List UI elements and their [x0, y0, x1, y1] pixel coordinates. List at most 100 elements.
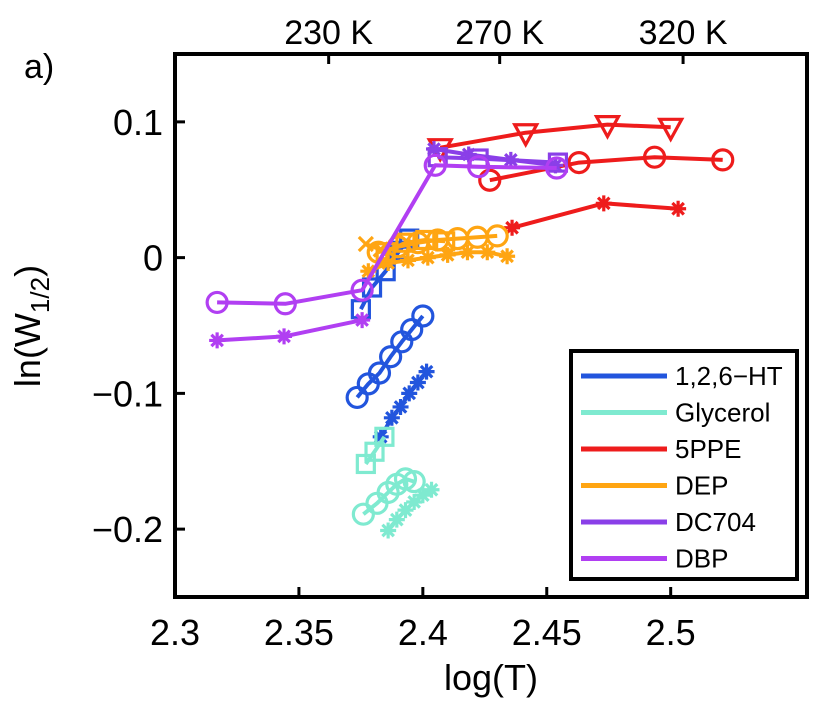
series-dep-x	[357, 235, 389, 258]
series-line	[355, 314, 425, 399]
data-point	[499, 248, 516, 265]
data-point	[435, 231, 456, 252]
data-point	[388, 511, 405, 528]
y-axis-label-subscript: 1/2	[25, 277, 55, 313]
y-tick-label: 0	[143, 238, 163, 279]
data-point	[392, 398, 409, 415]
data-point	[345, 385, 369, 410]
series-glycerol-circle	[351, 467, 426, 526]
data-point	[459, 244, 476, 261]
axes-layer: 2.3 2.35 2.4 2.45 2.5 0.1 0 −0.1 −0.2 230 K 270 K 3…	[92, 14, 728, 653]
legend-box	[569, 349, 799, 581]
series-line	[489, 155, 723, 183]
data-point	[593, 114, 622, 140]
data-point	[642, 145, 667, 169]
data-point	[423, 481, 440, 498]
data-point	[595, 195, 612, 212]
data-point	[670, 200, 687, 217]
top-axis-tick-label: 320 K	[639, 14, 728, 52]
x-tick-label: 2.45	[512, 612, 582, 653]
data-point	[351, 502, 375, 526]
data-point	[360, 263, 377, 280]
data-point	[411, 304, 435, 328]
data-point	[350, 278, 374, 302]
series-1-2-6-ht-asterisk	[372, 363, 435, 445]
data-point	[276, 328, 293, 345]
data-point	[354, 312, 371, 329]
data-point	[380, 255, 397, 272]
data-point	[380, 522, 397, 539]
data-point	[401, 385, 418, 402]
data-point	[545, 156, 569, 180]
data-point	[273, 292, 297, 316]
data-point	[379, 345, 403, 369]
data-point	[504, 219, 521, 236]
series-glycerol-asterisk	[380, 481, 440, 539]
data-point	[406, 493, 423, 510]
series-dbp-circle	[205, 153, 569, 316]
data-point	[439, 246, 456, 263]
x-axis-label: log(T)	[444, 657, 538, 698]
x-tick-label: 2.4	[398, 612, 448, 653]
legend-entry: DC704	[675, 507, 756, 537]
legend-entry: DBP	[675, 544, 728, 574]
data-point	[547, 157, 564, 174]
data-point	[415, 229, 436, 251]
y-tick-label: 0.1	[113, 102, 163, 143]
data-point	[397, 502, 414, 519]
legend-entry: DEP	[675, 471, 728, 501]
legend-entry: Glycerol	[675, 398, 770, 428]
data-point	[357, 235, 374, 253]
data-point	[374, 426, 395, 447]
series-line	[437, 155, 559, 165]
series-dep-square	[375, 229, 456, 263]
series-dbp-asterisk	[209, 312, 371, 349]
series-5ppe-triangle-down	[426, 114, 685, 163]
data-point	[423, 153, 447, 177]
series-dep-asterisk	[360, 244, 516, 280]
y-tick-label: −0.2	[92, 509, 163, 550]
series-layer	[205, 114, 735, 539]
y-axis-label-main: ln(W	[7, 313, 48, 387]
data-point	[418, 363, 435, 380]
series-glycerol-square	[355, 426, 395, 475]
data-point	[485, 224, 509, 248]
y-tick-label: −0.1	[92, 373, 163, 414]
data-point	[209, 332, 226, 349]
data-point	[402, 470, 426, 494]
plot-frame	[173, 52, 809, 599]
top-axis-tick-label: 270 K	[455, 14, 544, 52]
series-5ppe-circle	[478, 145, 735, 192]
data-point	[383, 409, 400, 426]
y-axis-label: ln(W1/2)	[7, 265, 55, 387]
panel-label: a)	[24, 48, 54, 86]
legend-entry: 5PPE	[675, 434, 742, 464]
series-line	[439, 122, 671, 150]
series-5ppe-asterisk	[504, 195, 687, 236]
series-1-2-6-ht-circle	[345, 304, 435, 410]
data-point	[711, 148, 735, 172]
data-point	[372, 428, 389, 445]
top-axis-tick-label: 230 K	[284, 14, 373, 52]
data-point	[414, 487, 431, 504]
legend: 1,2,6−HT Glycerol 5PPE DEP DC704 DBP	[569, 349, 799, 581]
data-point	[399, 252, 416, 269]
data-point	[419, 249, 436, 266]
x-tick-label: 2.35	[264, 612, 334, 653]
x-tick-label: 2.3	[150, 612, 200, 653]
series-line	[511, 201, 679, 230]
legend-entry: 1,2,6−HT	[675, 361, 783, 391]
data-point	[409, 374, 426, 391]
data-point	[205, 290, 229, 315]
data-point	[479, 244, 496, 261]
data-point	[511, 123, 540, 149]
data-point	[395, 232, 416, 253]
x-tick-label: 2.5	[646, 612, 696, 653]
data-point	[656, 117, 685, 143]
y-axis-label-close: )	[7, 265, 48, 277]
data-point	[367, 361, 392, 385]
data-point	[478, 168, 502, 192]
data-point	[400, 317, 424, 342]
data-point	[567, 151, 591, 175]
